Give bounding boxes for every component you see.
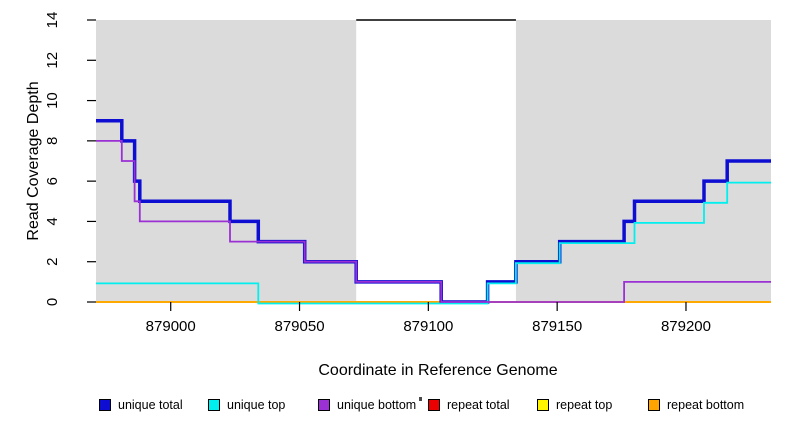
x-tick-label: 879200: [661, 318, 711, 335]
x-tick-label: 879000: [146, 318, 196, 335]
legend-item-unique-total: unique total: [99, 398, 183, 412]
legend-item-unique-bottom: unique bottom: [318, 398, 416, 412]
series-line-unique-top: [96, 181, 771, 305]
series-line-unique-bottom: [96, 140, 771, 303]
legend-label: unique total: [118, 398, 183, 412]
x-tick-label: 879150: [532, 318, 582, 335]
legend-swatch-unique-top: [208, 399, 220, 411]
legend-swatch-repeat-total: [428, 399, 440, 411]
y-axis-title: Read Coverage Depth: [25, 81, 42, 240]
y-tick-label: 4: [44, 217, 61, 225]
x-tick-label: 879050: [274, 318, 324, 335]
legend-label: repeat bottom: [667, 398, 745, 412]
legend-item-repeat-top: repeat top: [537, 398, 612, 412]
y-tick-label: 14: [44, 12, 61, 29]
stray-mark-artifact: [419, 397, 422, 401]
legend-swatch-unique-total: [99, 399, 111, 411]
y-tick-label: 0: [44, 298, 61, 306]
legend-label: repeat total: [447, 398, 510, 412]
y-tick-label: 10: [44, 92, 61, 109]
x-axis-title: Coordinate in Reference Genome: [318, 362, 557, 379]
legend-item-repeat-total: repeat total: [428, 398, 510, 412]
y-tick-label: 8: [44, 137, 61, 145]
y-tick-label: 2: [44, 258, 61, 266]
legend-label: unique bottom: [337, 398, 417, 412]
legend-swatch-repeat-bottom: [648, 399, 660, 411]
y-tick-label: 12: [44, 52, 61, 69]
x-tick-label: 879100: [403, 318, 453, 335]
legend-label: unique top: [227, 398, 286, 412]
legend-label: repeat top: [556, 398, 613, 412]
legend-swatch-repeat-top: [537, 399, 549, 411]
legend-item-unique-top: unique top: [208, 398, 285, 412]
legend-swatch-unique-bottom: [318, 399, 330, 411]
highlight-region: [356, 20, 516, 302]
legend-item-repeat-bottom: repeat bottom: [648, 398, 744, 412]
legend: unique total unique top unique bottom repea…: [0, 398, 792, 418]
y-tick-label: 6: [44, 177, 61, 185]
